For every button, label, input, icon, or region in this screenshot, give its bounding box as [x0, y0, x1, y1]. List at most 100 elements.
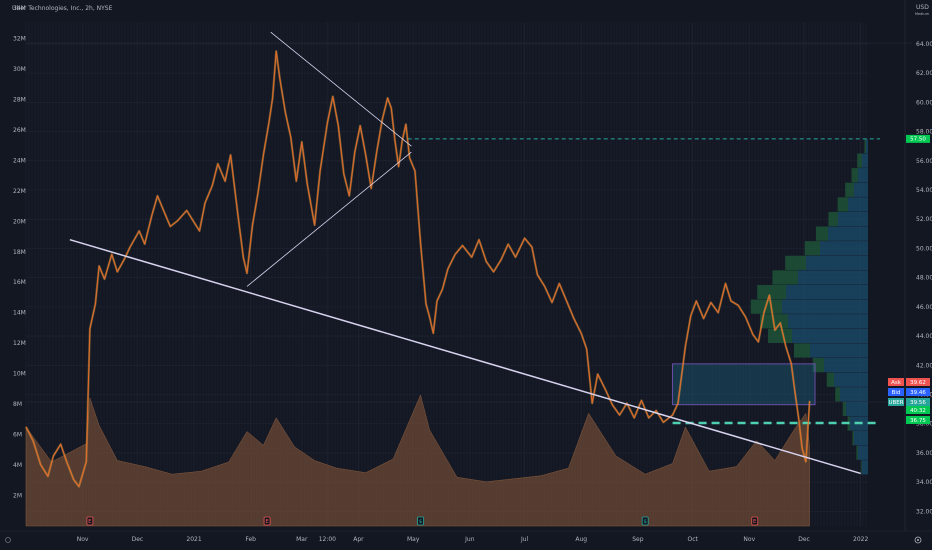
volume-tick-label: 6M: [13, 432, 22, 439]
volume-tick-label: 32M: [13, 35, 26, 42]
price-tag-name-box: [888, 398, 904, 406]
profile-bar-down: [862, 460, 868, 475]
profile-bar-up: [804, 241, 820, 256]
main-trendline[interactable]: [69, 238, 861, 475]
profile-bar-down: [798, 270, 868, 285]
profile-bar-up: [845, 182, 854, 197]
zone-rectangle[interactable]: [672, 363, 816, 406]
x-tick-label: Dec: [798, 536, 810, 543]
profile-bar-down: [866, 138, 868, 154]
volume-tick-label: 12M: [13, 340, 26, 347]
currency-sublabel: Medium: [915, 12, 930, 16]
price-tick-label: 48.00: [916, 275, 932, 282]
marker-box: [263, 516, 271, 526]
profile-bar-up: [750, 299, 782, 314]
price-tick-label: 32.00: [916, 508, 932, 515]
chart-title: Uber Technologies, Inc., 2h, NYSE: [12, 5, 113, 12]
profile-bar-down: [786, 284, 868, 300]
price-tick-label: 58.00: [916, 129, 932, 136]
marker-glyph: $: [643, 519, 647, 525]
volume-tick-label: 10M: [13, 371, 26, 378]
volume-series: [25, 394, 810, 527]
trendlines[interactable]: [69, 31, 861, 475]
profile-bar-down: [858, 445, 868, 460]
profile-bar-up: [785, 255, 806, 270]
earnings-marker[interactable]: E: [751, 516, 759, 526]
profile-bar-down: [834, 372, 868, 387]
volume-profile: [750, 138, 868, 475]
price-tag: Ask 39.62: [888, 378, 930, 386]
price-tag-value-box: [906, 388, 930, 396]
horizontal-levels[interactable]: [407, 138, 880, 425]
marker-glyph: E: [753, 519, 757, 525]
profile-bar-down: [810, 343, 868, 358]
price-tag: 36.75: [906, 416, 930, 424]
price-tag-name: Bid: [892, 390, 901, 396]
marker-glyph: E: [265, 519, 269, 525]
profile-bar-up: [861, 460, 862, 475]
price-tick-label: 54.00: [916, 187, 932, 194]
price-tag: 40:32: [906, 406, 930, 414]
level-tag-value: 57.50: [910, 137, 926, 143]
profile-bar-up: [864, 138, 866, 154]
profile-bar-down: [788, 314, 868, 329]
marker-box: [751, 516, 759, 526]
price-zone-box[interactable]: [672, 363, 816, 406]
marker-box: [417, 516, 424, 526]
x-tick-label: May: [407, 536, 420, 543]
profile-bar-down: [854, 182, 868, 197]
marker-glyph: $: [419, 519, 423, 525]
volume-tick-label: 16M: [13, 279, 26, 286]
level-tag: 57.50: [906, 134, 930, 143]
profile-bar-up: [851, 168, 858, 183]
x-tick-label: Mar: [296, 536, 308, 543]
triangle-trendline[interactable]: [270, 31, 412, 147]
profile-bar-down: [806, 255, 868, 270]
currency-label[interactable]: USD: [916, 4, 929, 11]
profile-bar-down: [828, 226, 868, 241]
x-tick-label: 12:00: [319, 536, 336, 543]
price-tag-value-box: [906, 398, 930, 406]
price-tag-value: 36.75: [910, 418, 926, 424]
x-axis[interactable]: Nov Dec 2021 Feb Mar 12:00 Apr May Jun Jul Aug Sep O…: [0, 530, 932, 543]
triangle-trendline[interactable]: [246, 151, 412, 287]
profile-bar-down: [848, 197, 868, 212]
price-tag-value: 39.56: [910, 400, 926, 406]
volume-tick-label: 34M: [13, 5, 26, 12]
price-tick-label: 44.00: [916, 333, 932, 340]
volume-tick-label: 30M: [13, 66, 26, 73]
price-tick-label: 62.00: [916, 70, 932, 77]
earnings-marker[interactable]: $: [641, 516, 649, 526]
marker-glyph: E: [88, 519, 92, 525]
settings-gear-icon[interactable]: [914, 536, 922, 544]
x-tick-label: Oct: [687, 536, 698, 543]
earnings-marker[interactable]: E: [86, 516, 94, 526]
profile-bar-up: [852, 431, 854, 446]
profile-bar-up: [757, 284, 786, 300]
profile-bar-down: [854, 431, 868, 446]
price-tag-value-box: [906, 406, 930, 414]
price-tag-name: UBER: [888, 400, 903, 406]
profile-bar-up: [768, 328, 792, 343]
x-tick-label: Apr: [353, 536, 364, 543]
volume-tick-label: 28M: [13, 96, 26, 103]
volume-tick-label: 4M: [13, 462, 22, 469]
volume-tick-label: 18M: [13, 249, 26, 256]
price-tick-label: 42.00: [916, 362, 932, 369]
earnings-marker[interactable]: $: [417, 516, 424, 526]
price-series: [25, 50, 811, 488]
profile-bar-down: [838, 211, 868, 227]
earnings-marker[interactable]: E: [263, 516, 271, 526]
price-tag-value-box: [906, 378, 930, 386]
event-markers[interactable]: E E $ $ E: [86, 516, 759, 526]
profile-bar-up: [816, 226, 828, 241]
volume-tick-label: 26M: [13, 127, 26, 134]
price-line: [25, 50, 811, 488]
price-tag: UBER 39.56: [888, 398, 930, 406]
left-volume-axis: 34M 32M 30M 28M 26M 24M 22M 20M 18M 16M 14M 12M 10M 8…: [13, 5, 26, 500]
profile-bar-down: [858, 168, 868, 183]
price-tick-label: 50.00: [916, 245, 932, 252]
goto-date-icon[interactable]: [5, 537, 11, 543]
profile-bar-down: [824, 358, 868, 373]
